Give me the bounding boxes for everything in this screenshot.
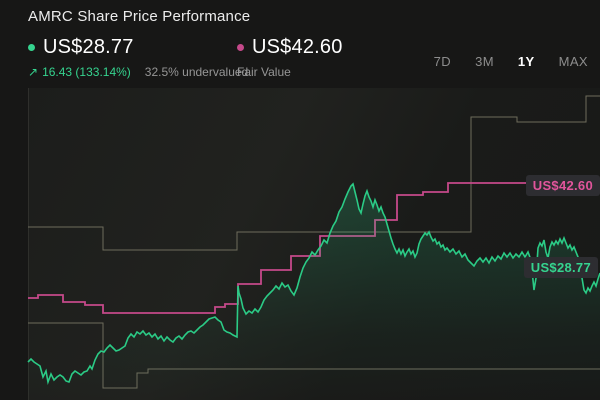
share-price-dot-icon <box>28 44 35 51</box>
range-button-max[interactable]: MAX <box>558 54 588 69</box>
share-price-value: US$28.77 <box>43 36 134 58</box>
trend-up-arrow-icon: ↗ <box>28 65 39 79</box>
share_price-line <box>27 182 600 385</box>
fair-value-caption: Fair Value <box>237 65 291 79</box>
upper_band-line <box>28 95 600 251</box>
fair-value-line-label: US$42.60 <box>525 175 600 196</box>
fair-value-dot-icon <box>237 44 244 51</box>
range-button-7d[interactable]: 7D <box>433 54 452 69</box>
share-price-change: 16.43 (133.14%) <box>42 65 131 79</box>
legend-share-price: US$28.77 ↗ 16.43 (133.14%) 32.5% underval… <box>28 36 248 79</box>
fair-value-value: US$42.60 <box>252 36 343 58</box>
legend-fair-value: US$42.60 Fair Value <box>237 36 343 79</box>
range-selector: 7D 3M 1Y MAX <box>434 54 588 69</box>
fair_value-line <box>28 182 600 314</box>
range-button-3m[interactable]: 3M <box>475 54 494 69</box>
share_price-area <box>28 184 600 400</box>
undervalued-badge: 32.5% undervalued <box>144 65 249 79</box>
page-title: AMRC Share Price Performance <box>28 8 251 25</box>
share-price-line-label: US$28.77 <box>523 257 598 278</box>
range-button-1y[interactable]: 1Y <box>517 54 535 69</box>
